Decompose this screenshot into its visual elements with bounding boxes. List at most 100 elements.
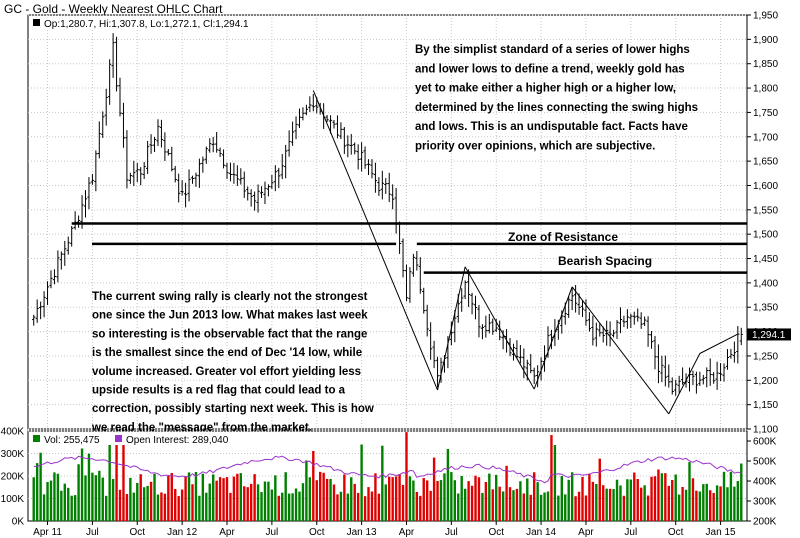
svg-text:1,294.1: 1,294.1 [752, 330, 786, 341]
volume-bar [474, 475, 477, 521]
annotation-line: correction, possibly starting next week.… [92, 403, 374, 415]
ohlc-bar [408, 267, 412, 303]
volume-bar [691, 478, 695, 521]
volume-bar [356, 492, 360, 521]
ohlc-bar [249, 189, 253, 207]
volume-bar [470, 485, 474, 521]
ohlc-bar [725, 349, 730, 370]
ohlc-bar [574, 284, 578, 313]
volume-bar [695, 490, 698, 521]
ohlc-bar [532, 367, 536, 385]
ohlc-bar [584, 299, 588, 326]
ohlc-bar [349, 133, 353, 155]
volume-tick-label: 300K [1, 449, 25, 460]
volume-bar [277, 495, 280, 521]
ohlc-bar [415, 251, 419, 271]
volume-bar [32, 477, 35, 521]
volume-bar [505, 465, 508, 521]
ohlc-bar [45, 281, 50, 306]
volume-bar [626, 479, 629, 521]
ohlc-bar [653, 335, 657, 370]
ohlc-bar [660, 355, 664, 383]
ohlc-bar [342, 127, 346, 154]
volume-bar [515, 488, 519, 521]
ohlc-bar [246, 186, 250, 201]
volume-bar [325, 478, 329, 521]
price-legend-swatch [33, 19, 40, 26]
ohlc-bar [152, 136, 157, 153]
time-tick-label: Oct [668, 527, 684, 538]
volume-bar [146, 485, 149, 521]
ohlc-bar [736, 326, 740, 364]
price-legend-text: Op:1,280.7, Hi:1,307.8, Lo:1,272.1, Cl:1… [44, 19, 249, 30]
volume-bar [184, 476, 187, 521]
ohlc-bar [570, 287, 574, 311]
volume-bar [160, 492, 163, 521]
volume-tick-label: 100K [1, 494, 25, 505]
volume-bar [56, 473, 60, 521]
annotation-line: so interesting is the observable fact th… [92, 328, 367, 340]
volume-bar [553, 445, 557, 521]
time-tick-label: Oct [129, 527, 145, 538]
volume-bar [736, 481, 740, 521]
volume-bar [660, 473, 664, 521]
ohlc-bar [522, 348, 526, 379]
volume-bar [705, 483, 708, 521]
volume-bar [488, 473, 491, 521]
oi-tick-label: 300K [753, 497, 777, 508]
ohlc-bar [208, 138, 212, 153]
volume-bar [205, 492, 208, 521]
ohlc-bar [225, 162, 229, 180]
volume-bar [73, 495, 77, 521]
price-grid [28, 14, 747, 430]
annotation-line: and lows. This is an undisputable fact. … [415, 121, 688, 133]
ohlc-bar [435, 356, 440, 388]
ohlc-bar [228, 162, 233, 182]
ohlc-bar [646, 316, 650, 347]
volume-bar [53, 472, 56, 521]
volume-bar [733, 486, 736, 521]
volume-bar [253, 474, 256, 521]
ohlc-bar [656, 344, 661, 384]
volume-bar [671, 480, 674, 521]
price-axis: 1,1001,1501,2001,2501,3001,3501,4001,450… [747, 11, 778, 436]
volume-bar [177, 496, 180, 521]
volume-bar [425, 480, 429, 521]
annotation-line: and lower lows to define a trend, weekly… [415, 63, 685, 75]
volume-bar [260, 492, 263, 521]
price-tick-label: 1,700 [753, 132, 778, 143]
ohlc-bar [629, 313, 633, 329]
ohlc-bar [601, 326, 605, 343]
ohlc-bar [335, 115, 340, 139]
volume-bar [702, 484, 705, 521]
price-tick-label: 1,900 [753, 35, 778, 46]
volume-bar [570, 472, 574, 521]
ohlc-bar [218, 147, 222, 158]
volume-bar [274, 475, 277, 521]
ohlc-bar [270, 174, 274, 189]
ohlc-bar [83, 190, 88, 218]
ohlc-bar [418, 257, 422, 294]
price-panel [27, 14, 748, 430]
volume-bar [187, 472, 191, 521]
volume-bar [332, 484, 336, 521]
ohlc-bar [377, 177, 381, 196]
volume-bar [605, 488, 608, 521]
annotation-line: yet to make either a higher high or a hi… [415, 83, 676, 95]
annotation-line: By the simplist standard of a series of … [415, 44, 690, 56]
volume-bar [153, 473, 156, 521]
volume-bar [650, 476, 653, 521]
ohlc-bar [128, 172, 132, 184]
volume-bar [156, 494, 160, 521]
price-tick-label: 1,250 [753, 351, 778, 362]
volume-bar [550, 435, 553, 521]
ohlc-bar [366, 159, 371, 176]
volume-bar [467, 481, 470, 521]
annotation-line: volume increased. Greater vol effort yie… [92, 366, 361, 378]
ohlc-bar [480, 324, 485, 340]
ohlc-bar [311, 93, 315, 112]
price-tick-label: 1,550 [753, 205, 778, 216]
volume-bar [377, 493, 381, 521]
ohlc-bar [636, 308, 640, 322]
volume-bar [698, 491, 702, 521]
